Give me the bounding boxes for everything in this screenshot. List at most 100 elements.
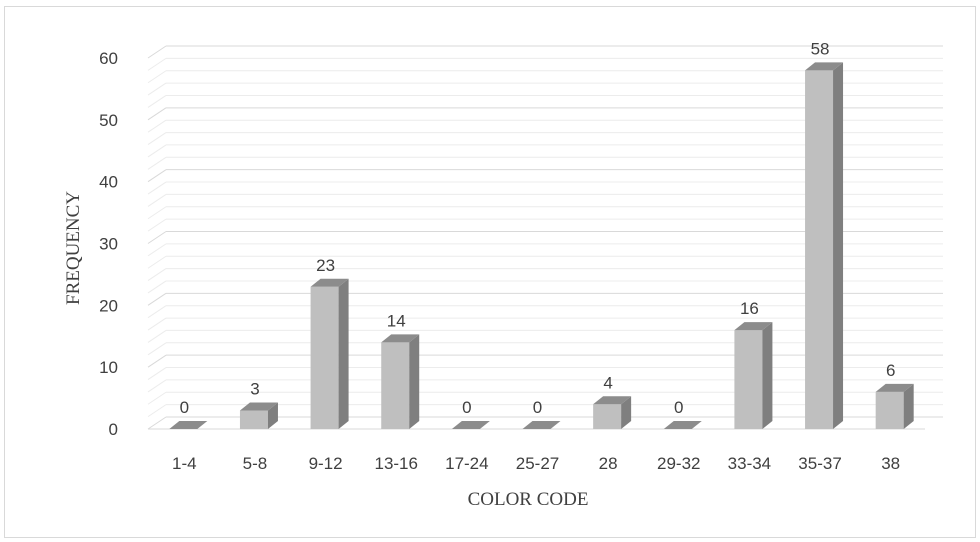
gridline-minor-side <box>147 57 167 71</box>
gridline-minor-side <box>147 144 167 158</box>
gridline-minor-side <box>147 305 167 319</box>
gridline-minor-side <box>147 193 167 207</box>
y-tick-label: 10 <box>99 358 118 377</box>
bar <box>451 421 490 429</box>
x-tick-label: 13-16 <box>374 454 417 473</box>
y-tick-label: 20 <box>99 296 118 315</box>
x-axis-title: COLOR CODE <box>468 489 589 510</box>
gridline-major-side <box>147 416 167 430</box>
data-label: 23 <box>316 256 335 275</box>
data-label: 0 <box>533 398 542 417</box>
bar-side <box>903 383 914 429</box>
bar-top <box>310 278 349 287</box>
gridline-minor-side <box>147 132 167 145</box>
x-tick-label: 35-37 <box>798 454 841 473</box>
x-tick-label: 17-24 <box>445 454 488 473</box>
data-label: 4 <box>603 373 612 392</box>
bar <box>663 421 702 429</box>
gridline-minor-side <box>147 181 167 195</box>
gridline-major-side <box>147 354 167 368</box>
gridline-minor-side <box>147 342 167 356</box>
gridline-minor-side <box>147 367 167 380</box>
bar-top <box>734 322 773 331</box>
bars <box>169 62 914 429</box>
data-label: 58 <box>811 39 830 58</box>
y-tick-label: 50 <box>99 111 118 130</box>
x-tick-label: 29-32 <box>657 454 700 473</box>
data-label: 6 <box>886 361 895 380</box>
x-tick-label: 9-12 <box>309 454 343 473</box>
bar <box>381 334 420 429</box>
bar <box>310 278 349 429</box>
data-label: 14 <box>387 311 406 330</box>
y-tick-label: 0 <box>109 420 118 439</box>
bar <box>169 421 208 429</box>
gridline-minor-side <box>147 70 167 84</box>
y-tick-label: 30 <box>99 235 118 254</box>
gridline-minor-side <box>147 379 167 393</box>
bar-top <box>169 421 208 429</box>
bar-front <box>381 342 410 429</box>
y-axis-ticks: 0 10 20 30 40 50 60 <box>99 49 118 439</box>
bar-side <box>762 322 773 429</box>
bar-front <box>805 70 834 429</box>
gridline-minor-side <box>147 119 167 133</box>
x-tick-label: 1-4 <box>172 454 197 473</box>
bar-front <box>310 286 339 429</box>
gridline-minor-side <box>147 156 167 170</box>
data-label: 3 <box>250 379 259 398</box>
gridline-major-side <box>147 45 167 59</box>
x-tick-label: 5-8 <box>243 454 268 473</box>
data-label: 0 <box>462 398 471 417</box>
bar-front <box>734 330 763 429</box>
x-tick-label: 28 <box>599 454 618 473</box>
bar-top <box>593 396 632 405</box>
bar-side <box>833 62 844 429</box>
bar <box>239 402 278 429</box>
x-tick-label: 25-27 <box>516 454 559 473</box>
data-label: 0 <box>180 398 189 417</box>
gridline-minor-side <box>147 391 167 405</box>
bar <box>734 322 773 429</box>
y-axis-title: FREQUENCY <box>63 191 84 305</box>
bar-top <box>875 383 914 392</box>
gridline-minor-side <box>147 218 167 232</box>
bar-side <box>267 402 278 429</box>
bar-top <box>805 62 844 71</box>
gridline-minor-side <box>147 206 167 220</box>
gridline-minor-side <box>147 268 167 282</box>
bar-side <box>621 396 632 429</box>
x-axis-ticks: 1-4 5-8 9-12 13-16 17-24 25-27 28 29-32 33-34 35-… <box>172 454 900 473</box>
gridline-minor-side <box>147 95 167 108</box>
gridline-minor-side <box>147 243 167 257</box>
bar-front <box>875 391 904 429</box>
gridline-major-side <box>147 107 167 121</box>
gridline-minor-side <box>147 82 167 96</box>
bar-top <box>451 421 490 429</box>
bar <box>805 62 844 429</box>
gridline-minor-side <box>147 255 167 269</box>
bar-top <box>663 421 702 429</box>
gridline-minor-side <box>147 317 167 331</box>
y-tick-label: 40 <box>99 173 118 192</box>
y-tick-label: 60 <box>99 49 118 68</box>
bar <box>522 421 561 429</box>
bar-side <box>338 278 349 429</box>
x-tick-label: 38 <box>881 454 900 473</box>
data-label: 16 <box>740 299 759 318</box>
gridline-minor-side <box>147 330 167 343</box>
bar <box>875 383 914 429</box>
gridline-minor-side <box>147 280 167 294</box>
data-label: 0 <box>674 398 683 417</box>
gridline-major-side <box>147 169 167 183</box>
bar-top <box>522 421 561 429</box>
gridline-major-side <box>147 231 167 244</box>
bar-top <box>381 334 420 343</box>
gridline-minor-side <box>147 404 167 418</box>
data-labels: 0 3 23 14 0 0 4 0 16 58 6 <box>180 39 896 417</box>
bar <box>593 396 632 429</box>
x-tick-label: 33-34 <box>728 454 771 473</box>
gridline-major-side <box>147 292 167 306</box>
bar-front <box>593 404 622 429</box>
